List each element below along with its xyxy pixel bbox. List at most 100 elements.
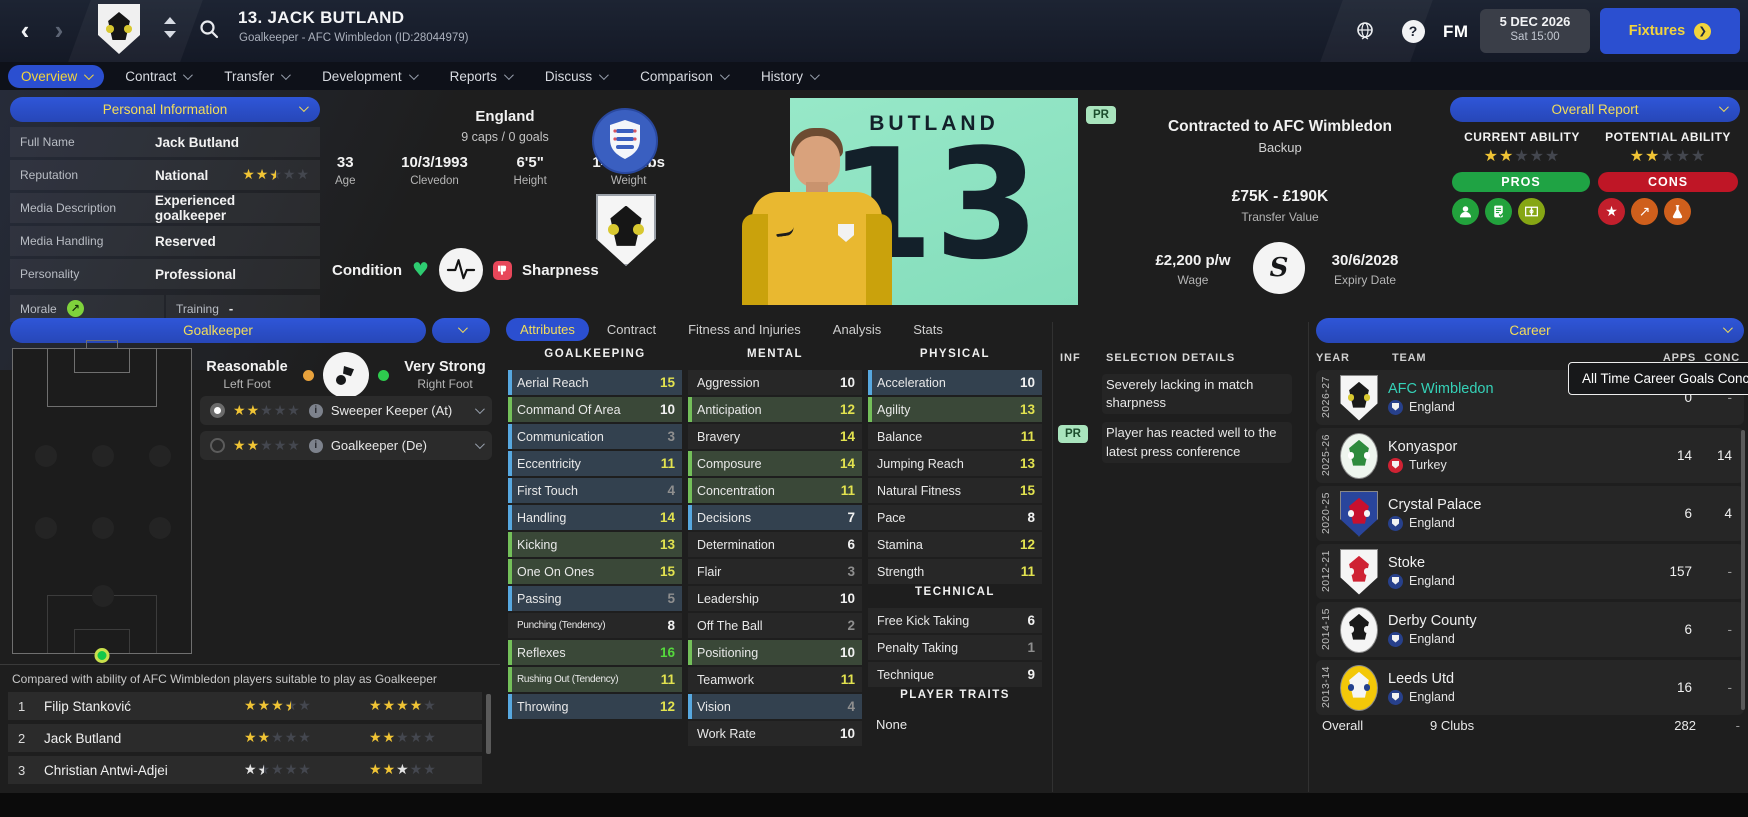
attribute-section: PHYSICAL Acceleration 10 Agility 13 Bala… (868, 348, 1042, 584)
attribute-name: Rushing Out (Tendency) (517, 674, 619, 685)
continue-fixtures-button[interactable]: Fixtures ❯ (1600, 8, 1740, 54)
player-traits-none: None (876, 717, 908, 732)
player-name: Jack Butland (44, 730, 122, 746)
career-row[interactable]: 2014-15 Derby County England 6 - (1316, 602, 1744, 657)
attribute-value: 10 (839, 375, 855, 390)
attribute-value: 7 (847, 510, 855, 525)
nav-tab-discuss[interactable]: Discuss (532, 65, 619, 88)
nav-tab-comparison[interactable]: Comparison (627, 65, 740, 88)
current-ability-stars: ★★★★★ (1452, 148, 1592, 166)
condition-label: Condition (332, 261, 402, 279)
star-icon: ★ (246, 402, 260, 419)
info-label: Reputation (20, 168, 79, 182)
overall-report-header[interactable]: Overall Report (1450, 97, 1740, 122)
nav-tab-transfer[interactable]: Transfer (211, 65, 301, 88)
attributes-tab-bar: Attributes Contract Fitness and Injuries An… (506, 318, 957, 341)
heart-condition-icon: ♥ (411, 259, 430, 281)
role-name: Sweeper Keeper (At) (330, 403, 453, 418)
chevron-down-icon (183, 69, 194, 80)
career-row[interactable]: 2012-21 Stoke England 157 - (1316, 544, 1744, 599)
info-icon[interactable]: i (308, 438, 323, 453)
role-row[interactable]: ★★★★★ i Sweeper Keeper (At) (200, 396, 492, 425)
career-team-link[interactable]: Konyaspor (1388, 438, 1458, 455)
bio-stat: 33 Age (335, 154, 355, 187)
star-icon: ★ (233, 402, 246, 419)
attribute-row: Stamina 12 (868, 532, 1042, 557)
attribute-name: Teamwork (697, 672, 754, 687)
career-nation: England (1409, 516, 1455, 530)
nav-tab-overview[interactable]: Overview (8, 64, 105, 88)
search-icon[interactable] (198, 18, 220, 45)
career-nation: England (1409, 632, 1455, 646)
attribute-row: Free Kick Taking 6 (868, 608, 1042, 633)
career-conc: 14 (1716, 448, 1732, 463)
position-panel-collapse-button[interactable] (432, 318, 490, 343)
role-radio[interactable] (210, 403, 225, 418)
career-row[interactable]: 2020-25 Crystal Palace England 6 4 (1316, 486, 1744, 541)
ability-stars: ★★★★★★ (244, 697, 369, 715)
career-team-link[interactable]: Derby County (1388, 612, 1477, 629)
stat-value: 6'5" (516, 154, 544, 171)
chevron-down-icon[interactable] (164, 31, 176, 38)
career-scrollbar[interactable] (1741, 430, 1745, 710)
role-row[interactable]: ★★★★★ i Goalkeeper (De) (200, 431, 492, 460)
attributes-tab-fitness-and-injuries[interactable]: Fitness and Injuries (688, 322, 801, 337)
nav-tab-contract[interactable]: Contract (112, 65, 203, 88)
attributes-tab-attributes[interactable]: Attributes (506, 318, 589, 341)
career-row[interactable]: 2013-14 Leeds Utd England 16 - (1316, 660, 1744, 715)
career-team-link[interactable]: AFC Wimbledon (1388, 380, 1494, 397)
attributes-tab-contract[interactable]: Contract (606, 322, 657, 337)
role-radio[interactable] (210, 438, 225, 453)
attributes-tab-analysis[interactable]: Analysis (832, 322, 882, 337)
star-icon: ★ (1675, 146, 1691, 165)
comparison-row[interactable]: 2 Jack Butland ★★★★★ ★★★★★ (8, 724, 482, 752)
chevron-down-icon[interactable] (474, 439, 485, 450)
comparison-row[interactable]: 3 Christian Antwi-Adjei ★★ ★ ★★★ ★★★★★ (8, 756, 482, 784)
comparison-row[interactable]: 1 Filip Stanković ★★★★ ★ ★ ★★★★★ (8, 692, 482, 720)
date-text: 5 DEC 2026 (1499, 14, 1571, 29)
club-crest-icon (1340, 490, 1378, 537)
chevron-up-icon[interactable] (164, 17, 176, 24)
back-button[interactable]: ‹ (20, 14, 30, 45)
star-icon: ★ (369, 730, 382, 746)
nav-tab-history[interactable]: History (748, 65, 830, 88)
career-team-link[interactable]: Crystal Palace (1388, 496, 1482, 513)
star-icon: ★ (1498, 146, 1514, 165)
stat-label: Height (513, 175, 547, 187)
info-icon[interactable]: i (308, 403, 323, 418)
nav-tab-reports[interactable]: Reports (437, 65, 524, 88)
world-icon[interactable] (1352, 18, 1378, 44)
forward-button[interactable]: › (54, 14, 64, 45)
help-icon[interactable]: ? (1400, 18, 1426, 44)
career-team-link[interactable]: Stoke (1388, 554, 1426, 571)
mind-icon (1452, 198, 1479, 225)
star-icon: ★ (369, 698, 382, 714)
attribute-row: Vision 4 (688, 694, 862, 719)
left-foot-rating: Reasonable (206, 359, 288, 375)
star-icon: ★ (287, 402, 300, 419)
attribute-value: 11 (660, 456, 675, 471)
info-label: Full Name (20, 135, 75, 149)
game-date[interactable]: 5 DEC 2026 Sat 15:00 (1480, 9, 1590, 53)
star-icon: ★ (1691, 146, 1706, 165)
attribute-value: 10 (1019, 375, 1035, 390)
career-panel-header[interactable]: Career (1316, 318, 1744, 343)
career-team-link[interactable]: Leeds Utd (1388, 670, 1455, 687)
chevron-down-icon[interactable] (474, 404, 485, 415)
nation-flag-icon (1388, 631, 1403, 647)
ability-stars: ★★★★★ (244, 729, 369, 747)
career-nation: England (1409, 400, 1455, 414)
nav-tab-development[interactable]: Development (309, 65, 429, 88)
attribute-value: 1 (1027, 640, 1035, 655)
info-value: Reserved (155, 233, 216, 249)
club-crest-icon[interactable] (98, 4, 140, 54)
player-cycle-buttons[interactable] (164, 17, 176, 38)
comparison-scrollbar[interactable] (486, 694, 491, 754)
attribute-name: Jumping Reach (877, 456, 964, 471)
personal-information-header[interactable]: Personal Information (10, 97, 320, 122)
career-row[interactable]: 2025-26 Konyaspor Turkey 14 14 (1316, 428, 1744, 483)
position-panel-header[interactable]: Goalkeeper (10, 318, 426, 343)
attribute-name: Passing (517, 591, 562, 606)
fm-logo: FM (1443, 22, 1469, 41)
attributes-tab-stats[interactable]: Stats (913, 322, 943, 337)
